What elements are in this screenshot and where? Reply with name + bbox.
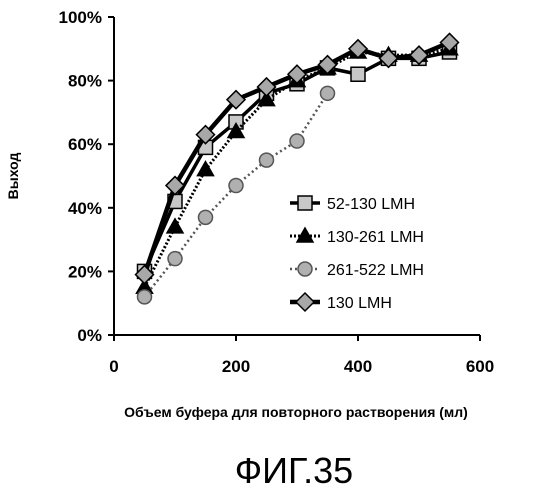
data-point	[138, 290, 152, 304]
data-point	[199, 210, 213, 224]
y-tick-label: 0%	[77, 326, 102, 345]
legend-label: 261-522 LMH	[327, 262, 424, 279]
legend-label: 130 LMH	[327, 295, 392, 312]
y-axis-title: Выход	[5, 153, 21, 200]
y-tick-labels: 0% 20% 40% 60% 80% 100%	[59, 8, 114, 345]
y-tick-label: 60%	[68, 135, 102, 154]
x-axis-title: Объем буфера для повторного растворения …	[124, 404, 468, 420]
figure-caption: ФИГ.35	[235, 450, 353, 491]
data-point	[351, 67, 365, 81]
legend-label: 52-130 LMH	[327, 196, 415, 213]
legend-label: 130-261 LMH	[327, 229, 424, 246]
series-diamond	[136, 33, 459, 283]
x-tick-label: 400	[344, 357, 372, 376]
y-tick-label: 40%	[68, 199, 102, 218]
y-tick-label: 20%	[68, 262, 102, 281]
legend: 52-130 LMH 130-261 LMH 261-522 LMH 130 LMH	[290, 196, 424, 312]
y-tick-label: 80%	[68, 72, 102, 91]
data-point	[167, 219, 183, 233]
x-tick-label: 200	[222, 357, 250, 376]
data-point	[260, 153, 274, 167]
data-point	[229, 179, 243, 193]
legend-marker	[296, 293, 314, 311]
data-point	[168, 252, 182, 266]
y-tick-label: 100%	[59, 8, 102, 27]
x-tick-labels: 0 200 400 600	[109, 335, 494, 376]
data-point	[321, 86, 335, 100]
x-tick-label: 0	[109, 357, 118, 376]
data-point	[290, 134, 304, 148]
x-tick-label: 600	[466, 357, 494, 376]
legend-marker	[298, 196, 312, 210]
legend-marker	[298, 262, 312, 276]
